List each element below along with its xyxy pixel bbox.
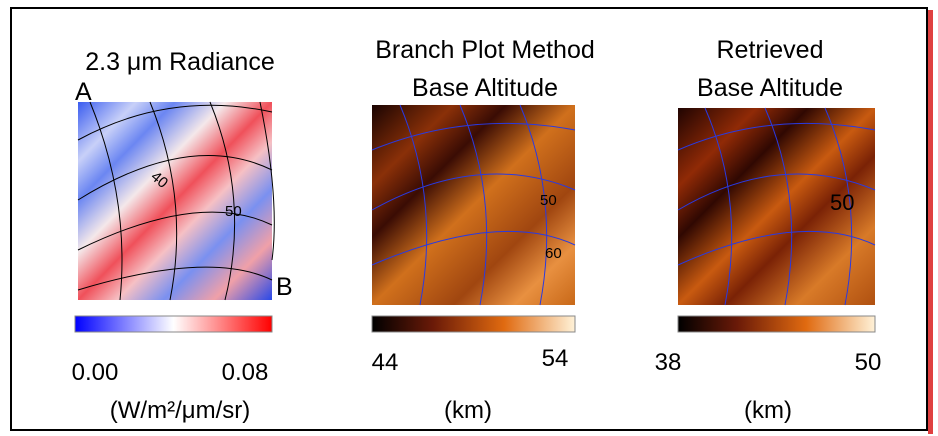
units: (km) [444,397,492,424]
panel-title: Base Altitude [697,74,843,102]
grid-label: 60 [545,245,562,262]
colorbar-min: 38 [655,349,682,376]
units: (W/m²/μm/sr) [110,397,250,424]
corner-label: A [75,78,92,106]
grid-label: 50 [540,192,557,209]
altitude-image [678,108,875,305]
panel-title: Base Altitude [412,74,558,102]
colorbar-max: 50 [855,349,882,376]
map-grid [677,107,876,306]
colorbar-max: 0.08 [222,359,269,386]
corner-label: B [276,273,293,301]
colorbar-min: 0.00 [72,359,119,386]
panel-title: 2.3 μm Radiance [85,48,275,76]
shadow [928,10,933,434]
colorbar-min: 44 [372,349,399,376]
grid-label: 50 [830,190,854,215]
units: (km) [744,397,792,424]
colorbar-max: 54 [542,345,569,372]
colorbar [677,315,876,333]
grid-label: 50 [225,203,242,220]
colorbar [74,315,273,333]
panel-title: Retrieved [717,36,824,64]
colorbar [371,315,576,333]
panel-title: Branch Plot Method [375,36,595,64]
map-grid [371,104,576,306]
map-grid [77,101,275,301]
